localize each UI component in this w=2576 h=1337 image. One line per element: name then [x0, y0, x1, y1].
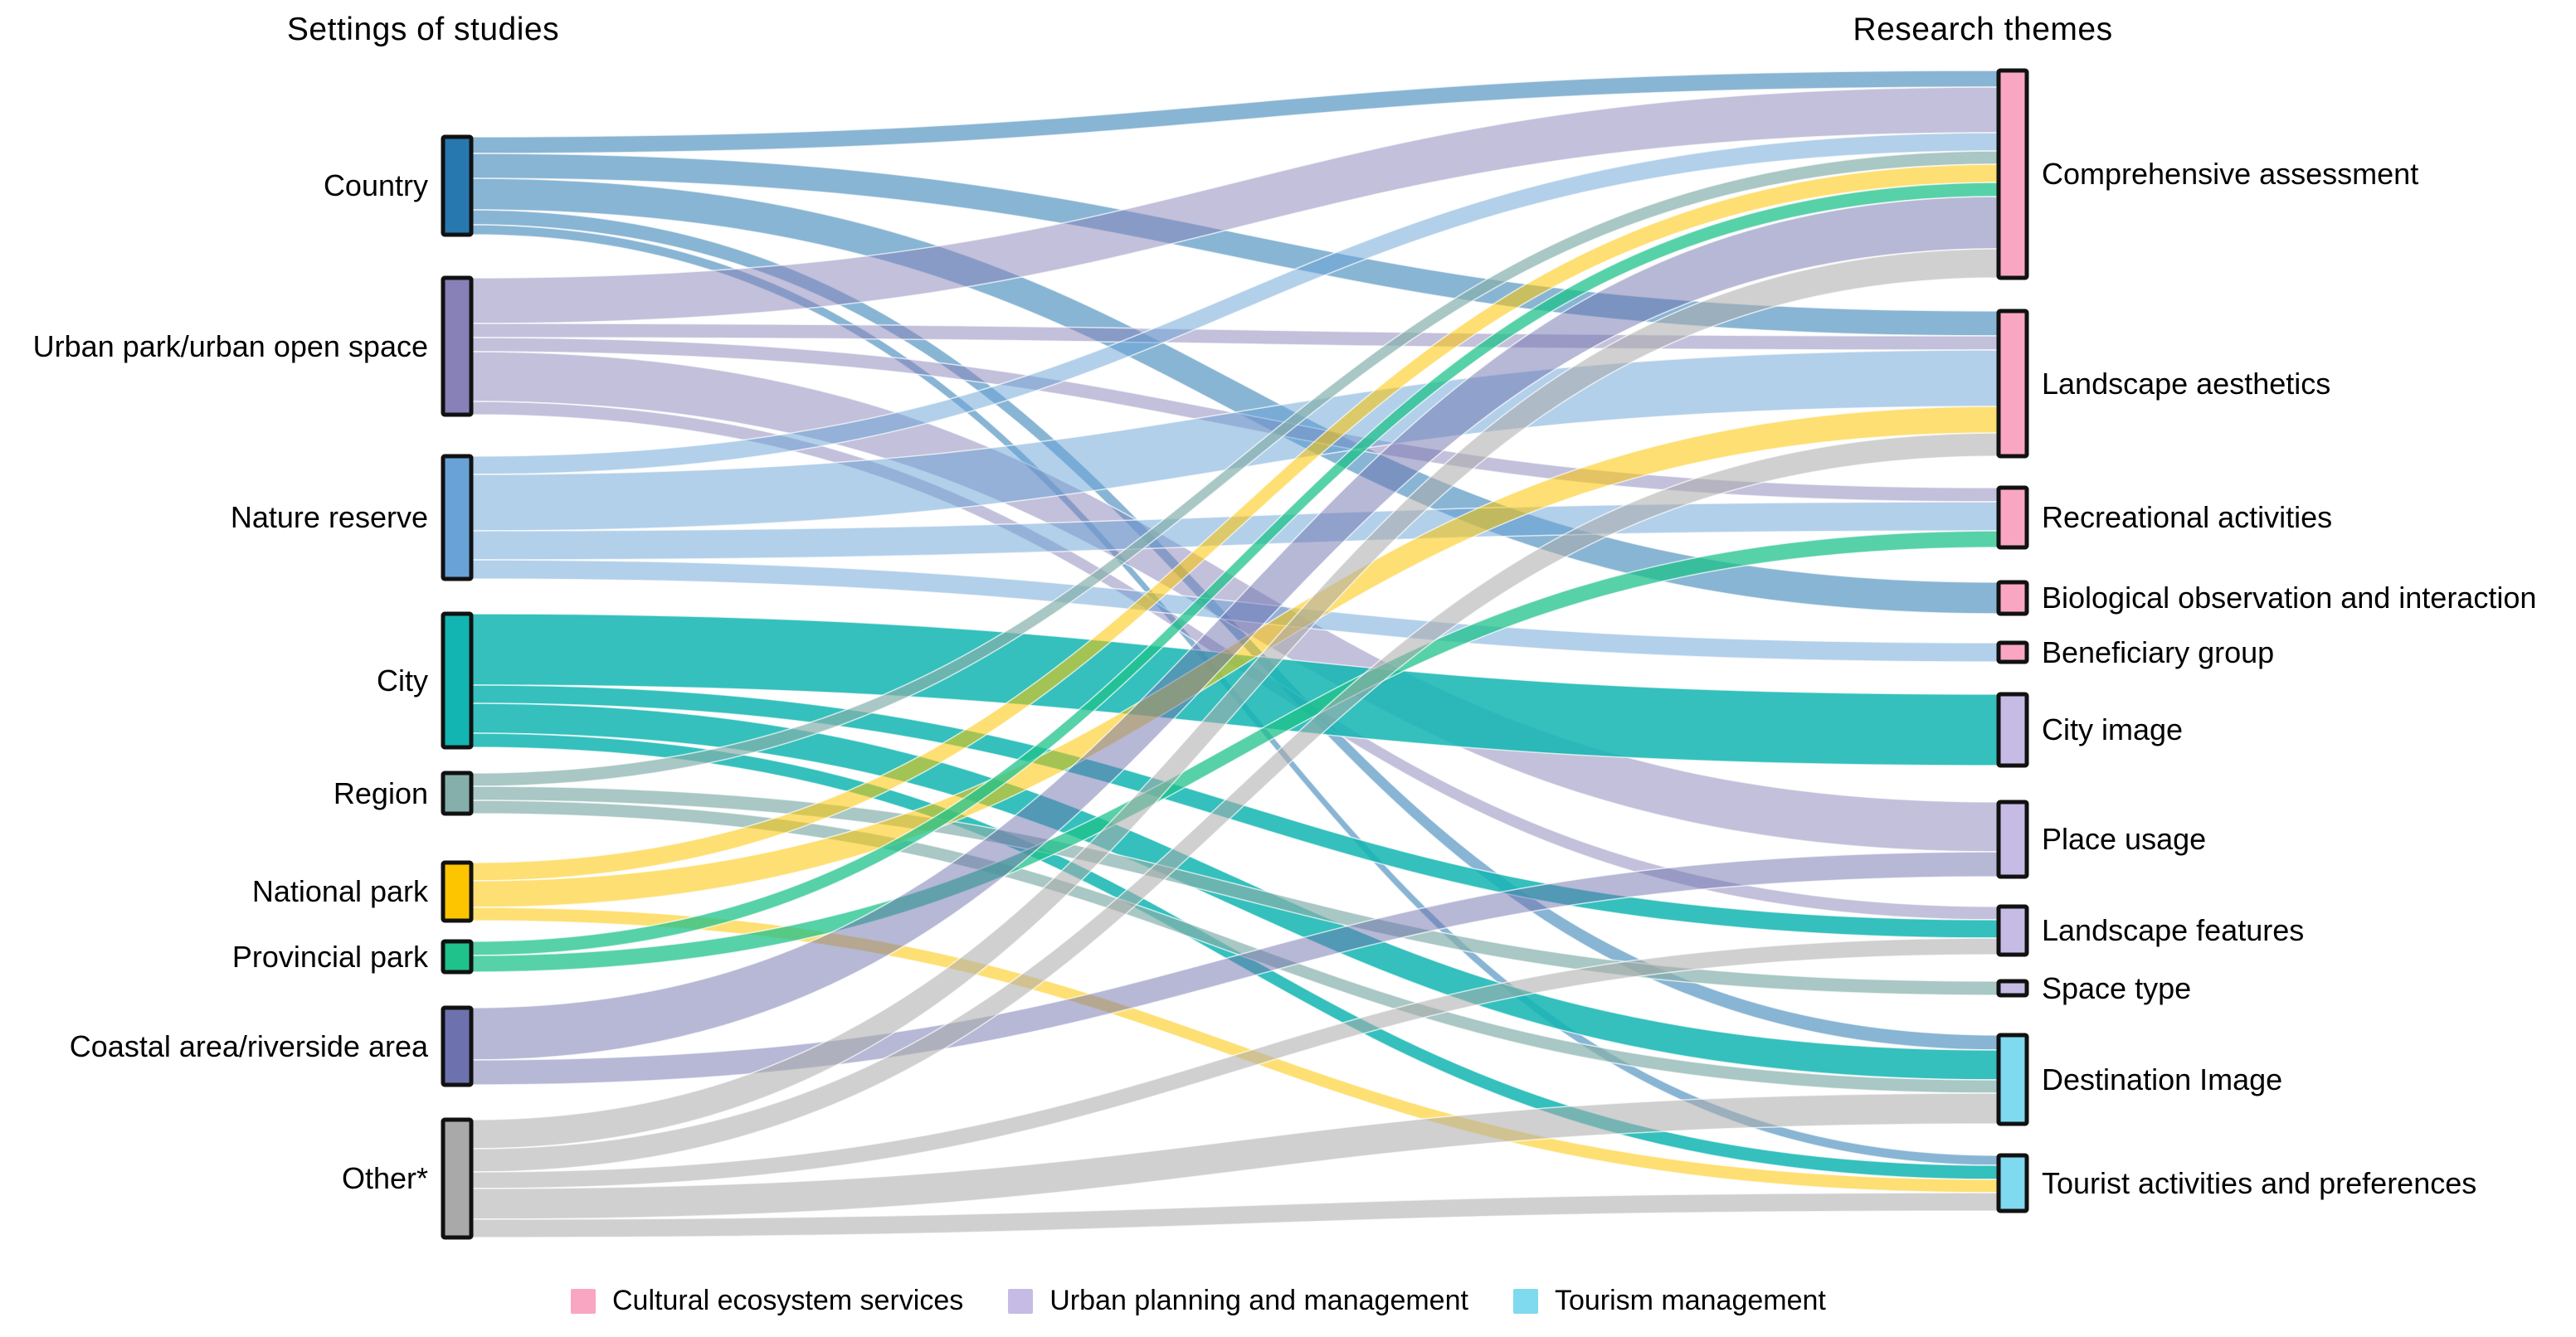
legend-label-cultural-ecosystem-services: Cultural ecosystem services: [612, 1285, 964, 1316]
label-recreational-activities: Recreational activities: [2042, 500, 2333, 534]
node-place-usage: [1996, 800, 2029, 879]
label-provincial-park: Provincial park: [231, 939, 428, 974]
node-tourist-activities-and-preferences: [1996, 1153, 2029, 1213]
label-biological-observation-and-interaction: Biological observation and interaction: [2042, 581, 2537, 615]
label-urban-park-urban-open-space: Urban park/urban open space: [32, 328, 428, 363]
node-space-type: [1996, 979, 2029, 998]
label-space-type: Space type: [2042, 970, 2192, 1005]
node-comprehensive-assessment: [1996, 68, 2029, 280]
node-beneficiary-group: [1996, 640, 2029, 664]
legend-label-urban-planning-and-management: Urban planning and management: [1049, 1285, 1468, 1316]
label-place-usage: Place usage: [2042, 822, 2207, 856]
node-biological-observation-and-interaction: [1996, 580, 2029, 616]
node-country: [441, 134, 474, 237]
node-landscape-aesthetics: [1996, 309, 2029, 459]
label-coastal-area-riverside-area: Coastal area/riverside area: [69, 1028, 428, 1063]
node-other: [441, 1117, 474, 1240]
label-city-image: City image: [2042, 712, 2184, 746]
legend-swatch-tourism-management: [1512, 1288, 1538, 1314]
right-column-title: Research themes: [1853, 12, 2113, 47]
node-city-image: [1996, 692, 2029, 768]
legend-item-cultural-ecosystem-services: Cultural ecosystem services: [571, 1285, 963, 1317]
node-national-park: [441, 860, 474, 923]
label-landscape-aesthetics: Landscape aesthetics: [2042, 366, 2331, 401]
node-destination-image: [1996, 1033, 2029, 1126]
node-provincial-park: [441, 939, 474, 975]
legend-item-urban-planning-and-management: Urban planning and management: [1008, 1285, 1468, 1317]
label-tourist-activities-and-preferences: Tourist activities and preferences: [2042, 1165, 2477, 1200]
legend-label-tourism-management: Tourism management: [1554, 1285, 1826, 1316]
node-city: [441, 611, 474, 750]
node-nature-reserve: [441, 454, 474, 581]
label-country: Country: [323, 168, 428, 202]
label-destination-image: Destination Image: [2042, 1062, 2283, 1096]
label-other: Other*: [341, 1161, 428, 1195]
node-landscape-features: [1996, 904, 2029, 957]
node-region: [441, 771, 474, 816]
label-region: Region: [333, 775, 428, 810]
left-column-title: Settings of studies: [286, 12, 560, 47]
label-comprehensive-assessment: Comprehensive assessment: [2042, 157, 2419, 191]
node-recreational-activities: [1996, 485, 2029, 550]
label-national-park: National park: [251, 874, 428, 908]
node-urban-park-urban-open-space: [441, 275, 474, 417]
label-city: City: [377, 663, 428, 698]
legend-item-tourism-management: Tourism management: [1512, 1285, 1826, 1317]
node-coastal-area-riverside-area: [441, 1005, 474, 1087]
label-landscape-features: Landscape features: [2042, 913, 2305, 947]
label-nature-reserve: Nature reserve: [230, 500, 428, 534]
label-beneficiary-group: Beneficiary group: [2042, 634, 2275, 669]
legend: Cultural ecosystem services Urban planni…: [571, 1285, 1826, 1317]
legend-swatch-urban-planning-and-management: [1008, 1288, 1034, 1314]
legend-swatch-cultural-ecosystem-services: [571, 1288, 596, 1314]
